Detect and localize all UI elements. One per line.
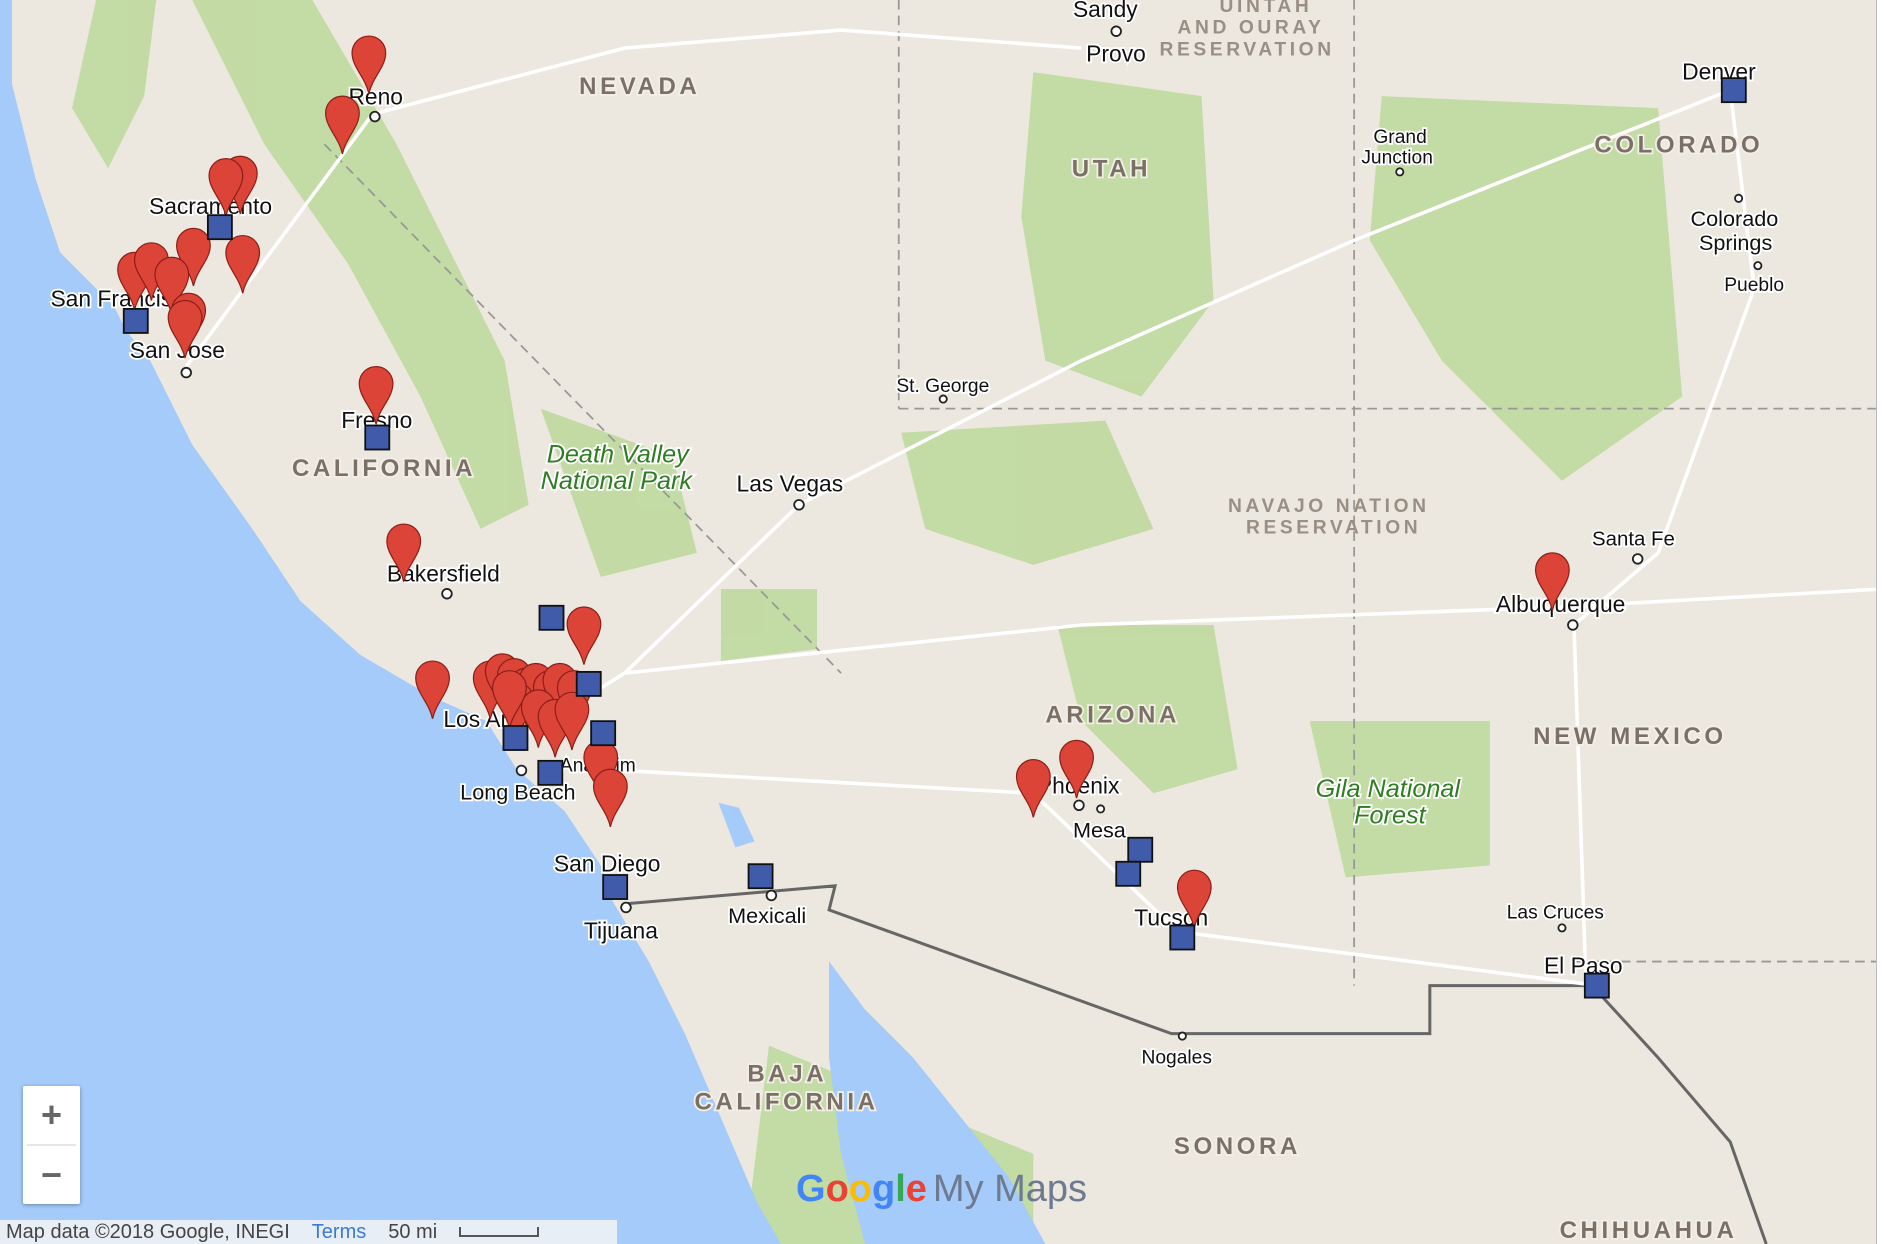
map-data-attribution: Map data ©2018 Google, INEGI bbox=[6, 1220, 290, 1243]
map-pin-marker[interactable] bbox=[358, 365, 394, 425]
map-pin-marker[interactable] bbox=[1176, 869, 1212, 929]
city-dots bbox=[180, 25, 1763, 1041]
region-sonora: SONORA bbox=[1174, 1133, 1301, 1160]
city-santa-fe: Santa Fe bbox=[1592, 529, 1675, 551]
city-pueblo: Pueblo bbox=[1724, 275, 1784, 296]
vegetation bbox=[72, 0, 1683, 1244]
region-baja: BAJA bbox=[747, 1061, 827, 1088]
region-arizona: ARIZONA bbox=[1045, 701, 1180, 728]
park-death-valley: Death Valley bbox=[547, 441, 690, 469]
map-pin-marker[interactable] bbox=[386, 523, 422, 582]
map-pin-marker[interactable] bbox=[415, 660, 450, 719]
park-death-valley-2: National Park bbox=[541, 467, 694, 495]
park-gila-2: Forest bbox=[1354, 801, 1426, 829]
square-marker[interactable] bbox=[1583, 972, 1610, 999]
zoom-out-button[interactable]: − bbox=[40, 1154, 63, 1195]
res-navajo-2: RESERVATION bbox=[1246, 518, 1421, 539]
city-san-diego: San Diego bbox=[554, 850, 661, 876]
city-las-cruces: Las Cruces bbox=[1507, 902, 1604, 923]
square-marker[interactable] bbox=[538, 604, 565, 631]
square-marker[interactable] bbox=[502, 725, 529, 751]
city-albuquerque: Albuquerque bbox=[1496, 591, 1625, 617]
scale-label: 50 mi bbox=[388, 1220, 438, 1243]
region-baja-2: CALIFORNIA bbox=[694, 1088, 878, 1115]
res-uintah-2: AND OURAY bbox=[1177, 18, 1324, 39]
city-colorado-springs-2: Springs bbox=[1699, 230, 1772, 255]
square-marker[interactable] bbox=[1115, 860, 1142, 887]
map-pin-marker[interactable] bbox=[208, 158, 244, 217]
city-las-vegas: Las Vegas bbox=[737, 471, 844, 497]
city-nogales: Nogales bbox=[1141, 1048, 1212, 1069]
state-borders bbox=[323, 0, 1884, 986]
square-marker[interactable] bbox=[590, 720, 617, 747]
product-name: My Maps bbox=[932, 1168, 1088, 1210]
city-colorado-springs: Colorado bbox=[1691, 206, 1779, 231]
park-gila: Gila National bbox=[1316, 775, 1462, 803]
square-marker[interactable] bbox=[122, 307, 149, 334]
square-marker[interactable] bbox=[602, 874, 629, 900]
map-pin-marker[interactable] bbox=[592, 768, 628, 828]
region-utah: UTAH bbox=[1072, 156, 1151, 183]
map-pin-marker[interactable] bbox=[167, 299, 203, 359]
city-mexicali: Mexicali bbox=[728, 903, 806, 928]
city-grand-junction: Grand bbox=[1373, 127, 1426, 148]
map-pin-marker[interactable] bbox=[566, 606, 602, 665]
highways bbox=[184, 28, 1884, 988]
square-marker[interactable] bbox=[206, 214, 233, 241]
map-pin-marker[interactable] bbox=[154, 256, 190, 316]
map-pin-marker[interactable] bbox=[176, 227, 211, 287]
map-pin-marker[interactable] bbox=[1015, 759, 1051, 818]
region-labels: NEVADA UTAH COLORADO CALIFORNIA ARIZONA … bbox=[290, 0, 1763, 1244]
city-mesa: Mesa bbox=[1073, 818, 1127, 843]
res-uintah-3: RESERVATION bbox=[1159, 39, 1334, 60]
square-marker[interactable] bbox=[364, 424, 391, 451]
salton-sea bbox=[718, 802, 755, 848]
scale-bar bbox=[459, 1227, 540, 1237]
res-uintah: UINTAH bbox=[1220, 0, 1313, 17]
map-pin-marker[interactable] bbox=[225, 234, 261, 294]
zoom-divider bbox=[27, 1144, 76, 1146]
map-pin-marker[interactable] bbox=[325, 95, 360, 154]
city-tijuana: Tijuana bbox=[584, 918, 658, 944]
city-el-paso: El Paso bbox=[1544, 953, 1623, 979]
map-pin-marker[interactable] bbox=[1059, 739, 1094, 799]
map-pin-marker[interactable] bbox=[554, 691, 590, 751]
region-new-mexico: NEW MEXICO bbox=[1533, 723, 1726, 750]
city-grand-junction-2: Junction bbox=[1361, 147, 1433, 168]
city-sandy: Sandy bbox=[1073, 0, 1138, 22]
zoom-control: + − bbox=[23, 1086, 80, 1204]
international-border bbox=[624, 884, 1768, 1244]
city-st-george: St. George bbox=[896, 376, 989, 397]
ocean bbox=[0, 0, 781, 1244]
terms-link[interactable]: Terms bbox=[311, 1220, 367, 1243]
square-marker[interactable] bbox=[1720, 77, 1747, 104]
region-california: CALIFORNIA bbox=[292, 455, 476, 482]
map-pin-marker[interactable] bbox=[1534, 552, 1570, 611]
google-my-maps-logo: Google My Maps bbox=[796, 1168, 1087, 1211]
google-logo: Google bbox=[796, 1168, 927, 1210]
res-navajo: NAVAJO NATION bbox=[1228, 496, 1430, 517]
square-marker[interactable] bbox=[1127, 836, 1154, 863]
square-marker[interactable] bbox=[575, 670, 602, 697]
square-marker[interactable] bbox=[537, 759, 564, 786]
map-pin-marker[interactable] bbox=[492, 670, 527, 729]
square-marker[interactable] bbox=[747, 863, 774, 890]
map-pin-marker[interactable] bbox=[351, 35, 387, 94]
attribution-bar: Map data ©2018 Google, INEGI Terms 50 mi bbox=[0, 1220, 617, 1244]
gulf-of-california bbox=[829, 961, 1046, 1244]
markers-layer bbox=[117, 35, 1747, 999]
city-provo: Provo bbox=[1086, 40, 1146, 66]
region-colorado: COLORADO bbox=[1594, 132, 1763, 159]
adjacent-panel-edge bbox=[1876, 0, 1884, 1244]
region-nevada: NEVADA bbox=[579, 73, 700, 100]
square-marker[interactable] bbox=[1169, 924, 1196, 951]
region-chihuahua: CHIHUAHUA bbox=[1560, 1217, 1738, 1244]
zoom-in-button[interactable]: + bbox=[40, 1094, 63, 1135]
